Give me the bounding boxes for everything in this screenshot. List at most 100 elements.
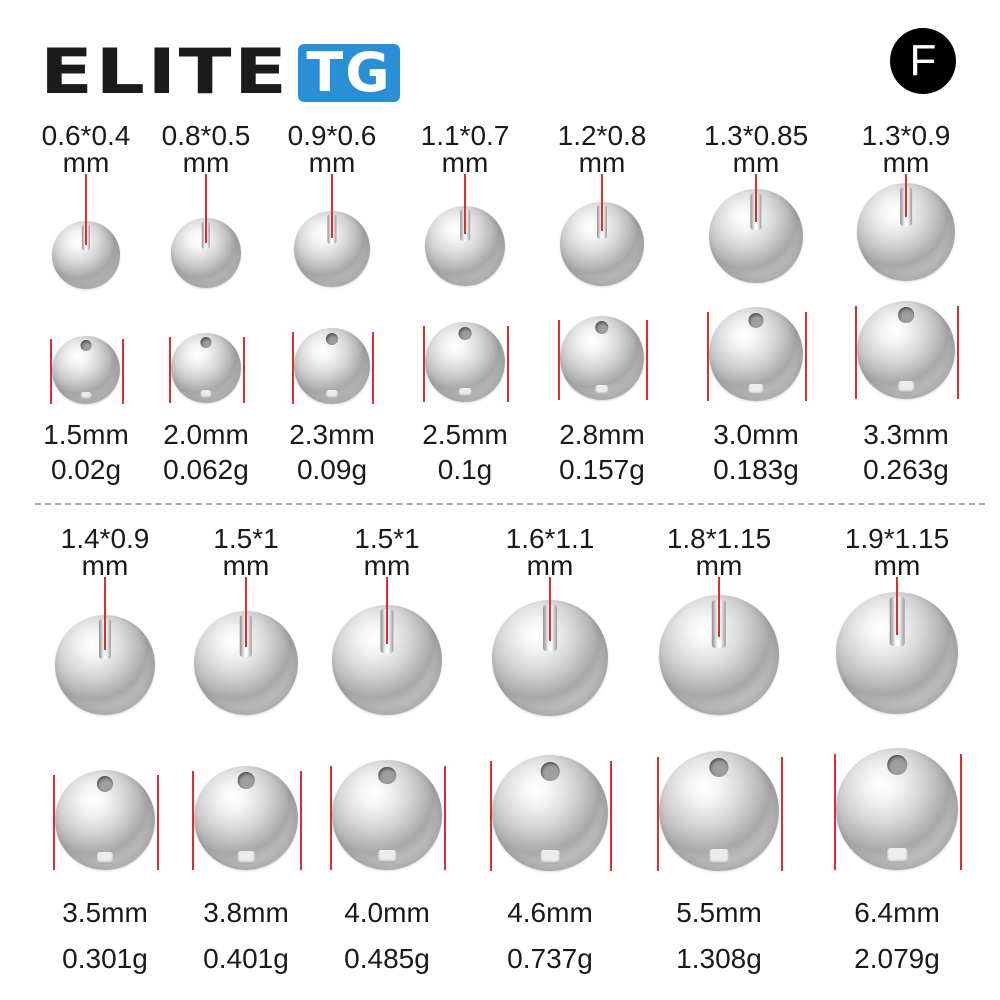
- bead-notch: [748, 384, 764, 396]
- bore-value: 1.3*0.85: [703, 120, 809, 151]
- bead-hole-view: [294, 328, 370, 404]
- diameter-label: 4.0mm: [344, 897, 430, 928]
- weight-label: 0.09g: [296, 454, 368, 485]
- weight-label: 0.263g: [863, 454, 949, 485]
- diameter-marker-line: [781, 757, 783, 871]
- bead-hole: [709, 758, 729, 778]
- bead-hole-view: [560, 316, 644, 400]
- bore-marker-line: [85, 174, 87, 245]
- diameter-marker-line: [50, 339, 52, 404]
- bore-marker-line: [601, 174, 603, 232]
- bead-item: 0.8*0.5 mm: [162, 0, 250, 403]
- bore-unit: mm: [732, 147, 780, 178]
- bore-size-label: 1.9*1.15 mm: [827, 525, 967, 580]
- diameter-label: 3.0mm: [713, 419, 799, 450]
- bead-notch: [80, 391, 92, 400]
- bore-value: 1.8*1.15: [666, 523, 772, 554]
- bore-unit: mm: [526, 550, 574, 581]
- diameter-marker-line: [300, 771, 302, 870]
- brand-logo: ELITE TG: [40, 41, 400, 103]
- bore-size-label: 0.8*0.5 mm: [136, 122, 276, 178]
- bead-hole: [325, 332, 339, 345]
- logo-highlight: TG: [298, 44, 400, 102]
- diameter-label: 4.6mm: [507, 897, 593, 928]
- bead-notch: [709, 849, 729, 864]
- bore-marker-line: [718, 577, 720, 637]
- bead-hole: [378, 766, 396, 785]
- bead-hole: [200, 337, 212, 349]
- size-column: 2.8mm 0.157g: [559, 0, 645, 485]
- size-column: 1.5mm 0.02g: [43, 0, 129, 485]
- row-divider: [35, 503, 985, 505]
- bore-size-label: 1.1*0.7 mm: [395, 120, 535, 177]
- size-column: 4.0mm 0.485g: [344, 0, 430, 974]
- diameter-marker-line: [122, 339, 124, 404]
- weight-label: 0.157g: [559, 454, 645, 485]
- bore-marker-line: [905, 174, 907, 218]
- diameter-label: 3.5mm: [62, 897, 148, 928]
- diameter-label: 1.5mm: [43, 419, 129, 450]
- bead-item: 1.3*0.9 mm: [855, 0, 959, 399]
- diameter-label: 2.3mm: [289, 419, 375, 450]
- diameter-marker-line: [169, 336, 171, 403]
- logo-text: ELITE: [40, 35, 290, 108]
- size-column: 2.0mm 0.062g: [163, 0, 249, 485]
- bead-hole-view: [659, 751, 779, 871]
- bead-item: 1.5*1 mm: [330, 0, 446, 870]
- weight-label: 0.401g: [203, 943, 289, 974]
- diameter-label: 3.8mm: [203, 897, 289, 928]
- bead-hole-view: [52, 336, 120, 404]
- weight-label: 0.301g: [62, 943, 148, 974]
- diameter-marker-line: [610, 760, 612, 871]
- bore-unit: mm: [222, 550, 270, 581]
- bead-notch: [595, 384, 609, 395]
- bead-item: 1.9*1.15 mm: [834, 0, 962, 870]
- bore-unit: mm: [695, 550, 743, 581]
- bore-value: 1.2*0.8: [557, 120, 647, 151]
- diameter-marker-line: [834, 754, 836, 870]
- size-column: 4.6mm 0.737g: [507, 0, 593, 974]
- diameter-marker-line: [423, 326, 425, 402]
- bore-unit: mm: [308, 147, 356, 178]
- diameter-marker-line: [657, 757, 659, 871]
- bore-unit: mm: [578, 147, 626, 178]
- diameter-marker-line: [507, 326, 509, 402]
- bead-notch: [458, 387, 472, 398]
- bore-unit: mm: [363, 550, 411, 581]
- size-column: 2.3mm 0.09g: [289, 0, 375, 485]
- bead-hole-view: [836, 748, 958, 870]
- weight-label: 1.308g: [676, 943, 762, 974]
- bore-size-label: 1.3*0.9 mm: [836, 122, 976, 177]
- bead-hole-view: [171, 333, 241, 403]
- size-column: 3.8mm 0.401g: [203, 0, 289, 974]
- bore-marker-line: [464, 174, 466, 234]
- bead-item: 0.9*0.6 mm: [288, 0, 376, 404]
- diameter-marker-line: [707, 311, 709, 401]
- bore-size-label: 1.2*0.8 mm: [532, 120, 672, 178]
- size-column: 3.0mm 0.183g: [713, 0, 799, 485]
- weight-label: 0.485g: [344, 943, 430, 974]
- bead-item: 1.4*0.9 mm: [53, 0, 159, 870]
- bead-notch: [97, 852, 113, 864]
- weight-label: 0.02g: [50, 454, 122, 485]
- bore-size-label: 1.5*1 mm: [176, 525, 316, 581]
- bore-marker-line: [549, 577, 551, 641]
- diameter-marker-line: [330, 765, 332, 870]
- diameter-marker-line: [558, 320, 560, 400]
- diameter-marker-line: [444, 765, 446, 870]
- bore-value: 1.1*0.7: [420, 120, 510, 151]
- variant-badge: F: [890, 28, 956, 94]
- weight-label: 2.079g: [854, 943, 940, 974]
- bore-value: 1.4*0.9: [60, 523, 150, 554]
- diameter-marker-line: [855, 305, 857, 399]
- weight-label: 0.183g: [713, 454, 799, 485]
- bore-value: 0.9*0.6: [287, 120, 377, 151]
- bore-value: 0.6*0.4: [41, 120, 131, 151]
- bead-hole: [540, 761, 560, 781]
- bore-marker-line: [386, 577, 388, 644]
- weight-label: 0.737g: [507, 943, 593, 974]
- bore-unit: mm: [182, 147, 230, 178]
- bead-hole: [80, 340, 92, 351]
- bead-hole: [97, 776, 113, 792]
- bore-marker-line: [245, 577, 247, 648]
